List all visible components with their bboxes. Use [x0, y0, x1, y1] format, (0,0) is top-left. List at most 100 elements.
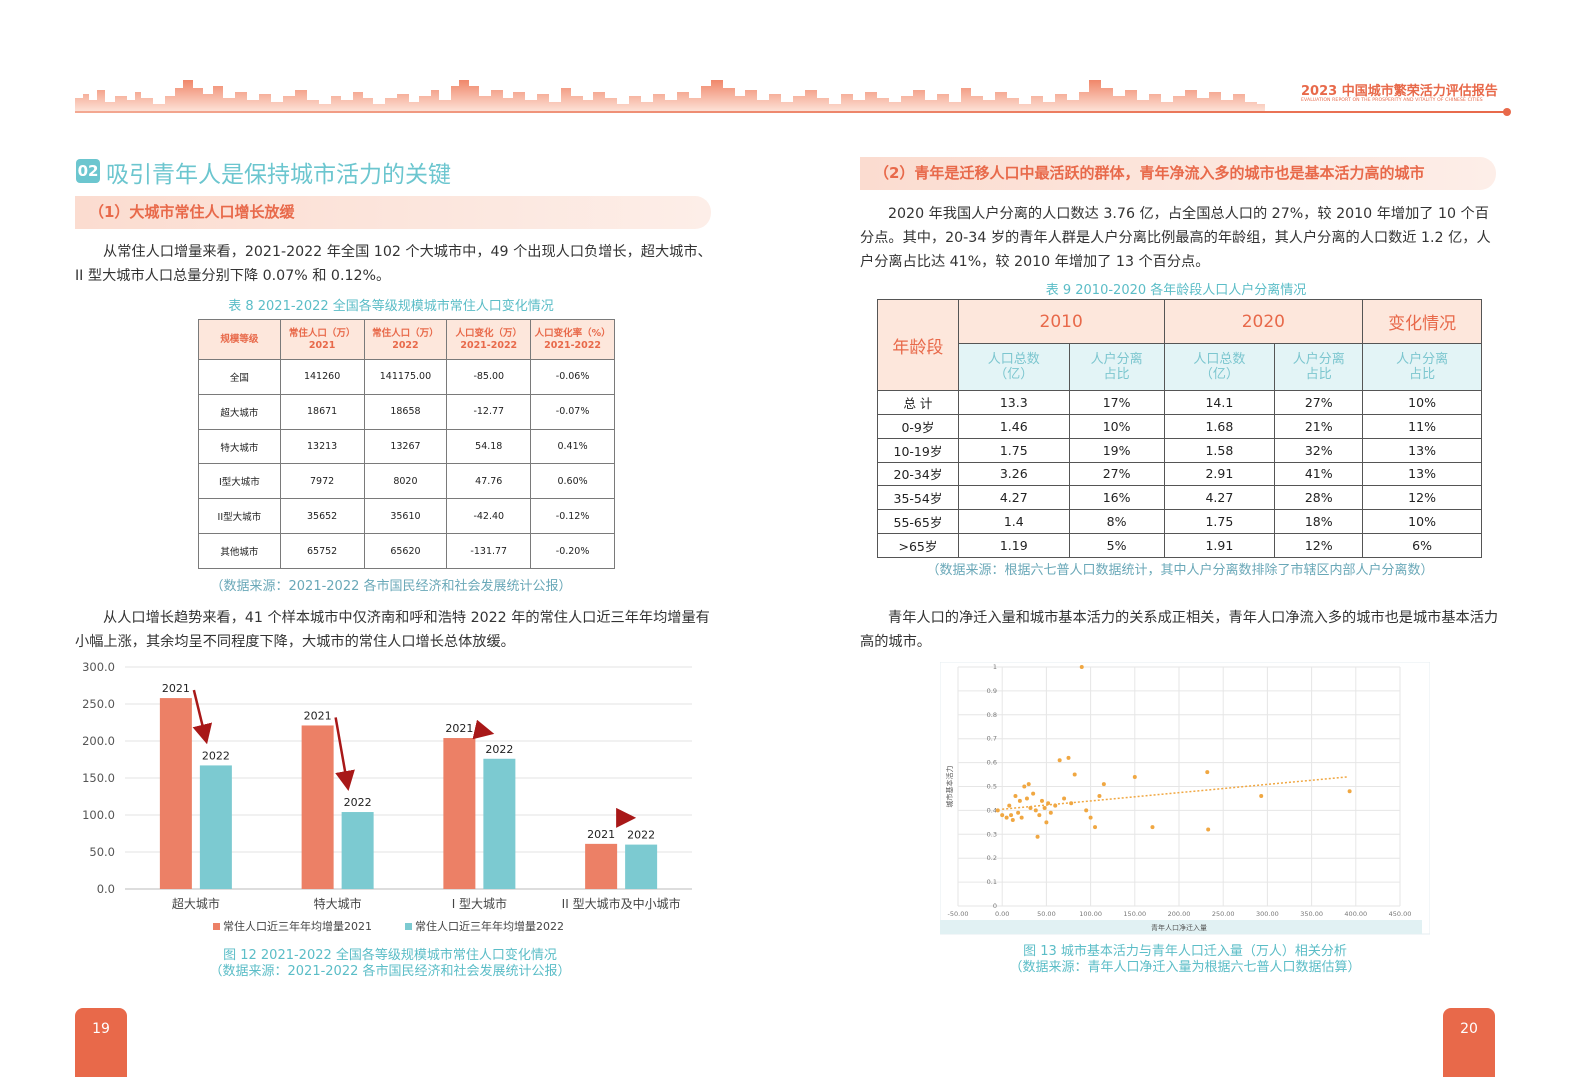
- table9-row-label: 总 计: [877, 390, 959, 415]
- fig13-source: （数据来源：青年人口净迁入量为根据六七普人口数据估算）: [1009, 960, 1361, 975]
- table8-cell: -42.40: [446, 498, 532, 535]
- y-tick-label: 0.1: [987, 878, 997, 886]
- table8-row-label: 超大城市: [198, 393, 281, 430]
- y-tick-label: 300.0: [82, 660, 115, 674]
- x-tick-label: 400.00: [1344, 910, 1367, 918]
- table8-cell: -12.77: [446, 393, 532, 430]
- y-tick-label: 50.0: [89, 845, 115, 859]
- table9-row: 20-34岁 3.26 27% 2.91 41% 13%: [877, 461, 1482, 487]
- x-tick-label: 350.00: [1300, 910, 1323, 918]
- trend-arrow: [192, 689, 213, 745]
- scatter-point: [1044, 820, 1049, 825]
- scatter-point: [1042, 806, 1047, 811]
- scatter-point: [1039, 798, 1044, 803]
- y-tick-label: 0.4: [987, 806, 997, 814]
- table9-body: 总 计 13.3 17% 14.1 27% 10% 0-9岁 1.46 10% 1.68 21% 11…: [877, 390, 1482, 558]
- table9-cell: 1.91: [1163, 533, 1276, 558]
- table8-cell: 0.60%: [530, 463, 615, 500]
- x-tick-label: 100.00: [1079, 910, 1102, 918]
- table9-age-header: 年龄段: [877, 299, 959, 391]
- scatter-point: [1066, 755, 1071, 760]
- bar-year-label: 2021: [162, 682, 190, 695]
- table9-cell: 4.27: [957, 485, 1070, 511]
- section-number-badge: 02: [76, 159, 100, 183]
- scatter-point: [1084, 808, 1089, 813]
- table8-caption: 表 8 2021-2022 全国各等级规模城市常住人口变化情况: [228, 299, 554, 314]
- x-axis-title: 青年人口净迁入量: [1151, 923, 1207, 932]
- scatter-point: [1019, 815, 1024, 820]
- table8-row: 全国 141260 141175.00 -85.00 -0.06%: [198, 359, 615, 395]
- page-number-left: 19: [75, 1008, 127, 1077]
- table8-row: 其他城市 65752 65620 -131.77 -0.20%: [198, 533, 615, 569]
- table8-cell: 7972: [279, 463, 365, 500]
- scatter-point: [1150, 825, 1155, 830]
- header-rule: [75, 111, 1507, 113]
- table9-cell: 21%: [1274, 413, 1364, 439]
- table9-cell: 6%: [1362, 533, 1482, 558]
- table9-cell: 12%: [1274, 533, 1364, 558]
- y-tick-label: 0.8: [987, 711, 997, 719]
- table8-cell: 65620: [363, 533, 448, 569]
- y-tick-label: 0.9: [987, 687, 997, 695]
- table9-header-row-2: 人口总数 （亿） 人户分离 占比 人口总数 （亿） 人户分离 占比 人户分离 占…: [878, 343, 1482, 391]
- y-tick-label: 0.5: [987, 783, 997, 791]
- scatter-point: [1000, 813, 1005, 818]
- table9-cell: 27%: [1068, 461, 1165, 487]
- trend-line: [1002, 776, 1348, 810]
- bar-year-label: 2022: [485, 743, 513, 756]
- table9-cell: 1.58: [1163, 437, 1276, 463]
- table9-cell: 16%: [1068, 485, 1165, 511]
- table8-cell: 13267: [363, 428, 448, 465]
- table9-row-label: 0-9岁: [877, 413, 959, 439]
- scatter-point: [1069, 801, 1074, 806]
- bar-year-label: 2022: [202, 749, 230, 762]
- y-tick-label: 0.3: [987, 830, 997, 838]
- scatter-point: [1010, 817, 1015, 822]
- table8-cell: -0.20%: [530, 533, 615, 569]
- bar-2022: [483, 758, 516, 889]
- table8-cell: 18671: [279, 393, 365, 430]
- table9-cell: 10%: [1362, 509, 1482, 535]
- scatter-point: [1031, 791, 1036, 796]
- fig12-source: （数据来源：2021-2022 各市国民经济和社会发展统计公报）: [209, 964, 571, 979]
- scatter-point: [1016, 810, 1021, 815]
- table8-header-cell: 规模等级: [198, 319, 281, 360]
- table9-subheader: 人户分离 占比: [1068, 343, 1165, 391]
- table9-row: 0-9岁 1.46 10% 1.68 21% 11%: [877, 413, 1482, 439]
- x-tick-label: 0.00: [995, 910, 1009, 918]
- table9-header-row-1: 年龄段 2010 2020 变化情况: [877, 299, 1482, 391]
- header-rule-dot: [1503, 108, 1511, 116]
- table9-cell: 18%: [1274, 509, 1364, 535]
- scatter-point: [1101, 782, 1106, 787]
- legend-label: 常住人口近三年年均增量2021: [223, 919, 372, 933]
- x-tick-label: 150.00: [1123, 910, 1146, 918]
- bar-year-label: 2022: [627, 829, 655, 842]
- right-paragraph-2: 青年人口的净迁入量和城市基本活力的关系成正相关，青年人口净流入多的城市也是城市基…: [860, 610, 1499, 650]
- scatter-point: [1062, 796, 1067, 801]
- scatter-point: [1004, 815, 1009, 820]
- bar-2021: [159, 698, 192, 889]
- scatter-point: [1093, 825, 1098, 830]
- x-tick-label: 300.00: [1256, 910, 1279, 918]
- x-category-label: 超大城市: [172, 896, 220, 911]
- table9-cell: 19%: [1068, 437, 1165, 463]
- table9-row-label: 20-34岁: [877, 461, 959, 487]
- table9-row-label: 55-65岁: [877, 509, 959, 535]
- table9-cell: 8%: [1068, 509, 1165, 535]
- table9-cell: 12%: [1362, 485, 1482, 511]
- scatter-point: [1048, 810, 1053, 815]
- section-title: 吸引青年人是保持城市活力的关键: [106, 162, 451, 188]
- table8-header-cell: 常住人口（万） 2022: [363, 319, 448, 360]
- scatter-point: [1132, 774, 1137, 779]
- table8-cell: 18658: [363, 393, 448, 430]
- table8-row-label: 特大城市: [198, 428, 281, 465]
- bar-year-label: 2021: [445, 722, 473, 735]
- table9-source: （数据来源：根据六七普人口数据统计，其中人户分离数排除了市辖区内部人户分离数）: [926, 563, 1434, 578]
- table9-cell: 1.46: [957, 413, 1070, 439]
- bar-2022: [341, 812, 374, 889]
- scatter-point: [1024, 796, 1029, 801]
- report-title: 2023 中国城市繁荣活力评估报告: [1301, 84, 1498, 99]
- scatter-point: [1007, 803, 1012, 808]
- scatter-point: [1022, 784, 1027, 789]
- table9-header-2020: 2020: [1163, 299, 1364, 344]
